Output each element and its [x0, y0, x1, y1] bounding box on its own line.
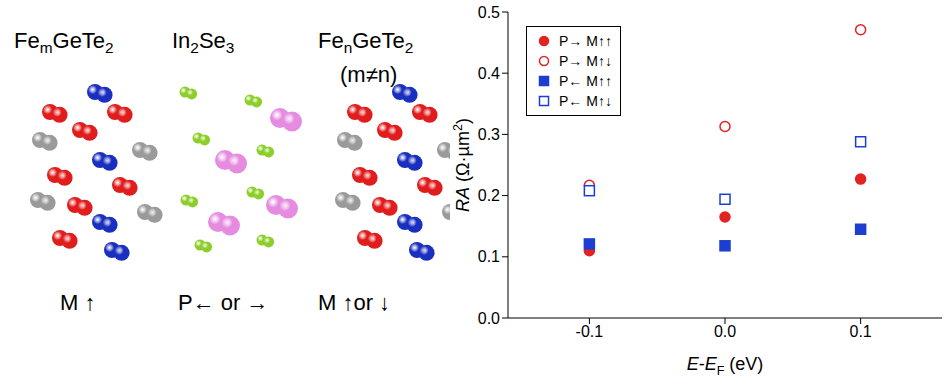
html-text:In2Se3: In2Se3 — [172, 28, 235, 57]
svg-text:0.1: 0.1 — [478, 248, 500, 265]
html-text:RA: RA — [452, 186, 473, 212]
svg-text:0.5: 0.5 — [478, 4, 500, 21]
html-text:E - EF(eV): E - EF(eV) — [686, 354, 764, 378]
html-text:P← M↑↓: P← M↑↓ — [559, 93, 612, 109]
svg-text:0.4: 0.4 — [478, 65, 500, 82]
svg-text:0.0: 0.0 — [714, 323, 736, 340]
html-text:(m≠n): (m≠n) — [340, 62, 398, 87]
html-text:M ↑: M ↑ — [60, 290, 96, 315]
html-text:P→ M↑↓: P→ M↑↓ — [559, 53, 612, 69]
svg-text:-0.1: -0.1 — [576, 323, 604, 340]
html-text:P← M↑↑: P← M↑↑ — [559, 73, 612, 89]
html-text:2: 2 — [450, 124, 465, 132]
svg-text:0.2: 0.2 — [478, 187, 500, 204]
svg-text:0.0: 0.0 — [478, 310, 500, 327]
html-text:FenGeTe2: FenGeTe2 — [318, 28, 414, 57]
html-text:M ↑or ↓: M ↑or ↓ — [318, 290, 391, 315]
html-text:P← or →: P← or → — [178, 290, 269, 315]
html-text:FemGeTe2: FemGeTe2 — [14, 28, 114, 57]
svg-text:0.1: 0.1 — [850, 323, 872, 340]
html-text:(Ω·µm: (Ω·µm — [452, 131, 473, 187]
svg-text:0.3: 0.3 — [478, 126, 500, 143]
html-text:P→ M↑↑: P→ M↑↑ — [559, 33, 612, 49]
